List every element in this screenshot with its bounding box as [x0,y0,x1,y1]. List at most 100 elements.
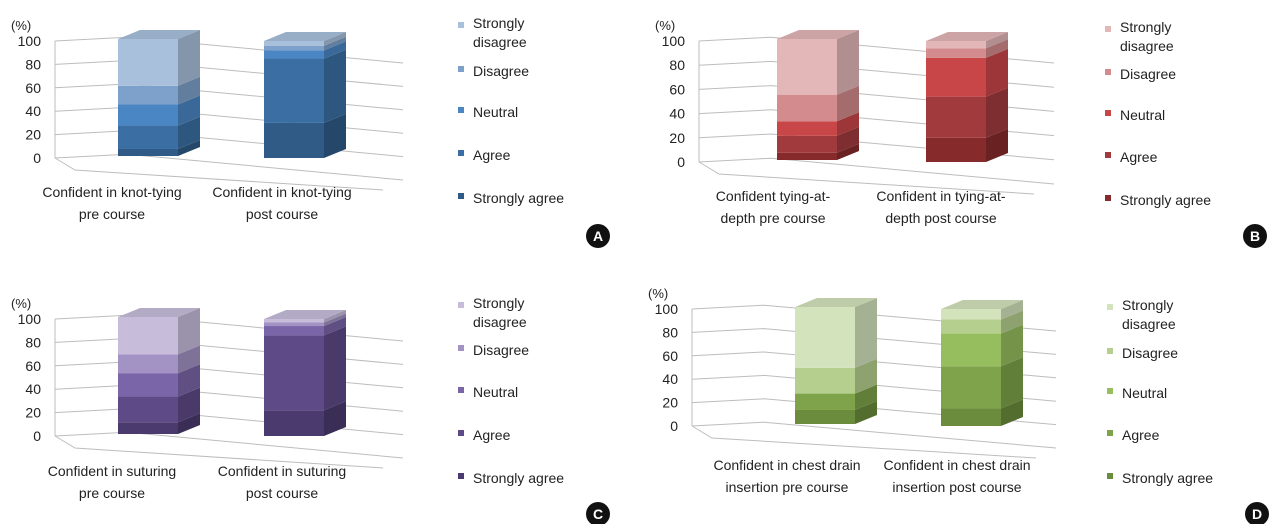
legend-label: Strongly [473,15,524,31]
y-tick-label: 20 [669,130,685,146]
bar-side-disagree [178,345,200,374]
y-tick-label: 20 [25,405,41,421]
legend-swatch [458,387,464,393]
legend-label: Strongly [1122,297,1173,313]
legend-swatch [1107,473,1113,479]
chart-panel-b: 0 20 40 60 80 100(%) Confident tying-at-depth … [655,18,1267,248]
y-tick-label: 40 [669,106,685,122]
bar-side-strongly-disagree [324,310,346,323]
bar-segment-strongly-agree [941,408,1001,426]
panel-letter: C [593,506,603,522]
legend-swatch [458,22,464,28]
y-tick-label: 20 [25,127,41,143]
legend-swatch [458,150,464,156]
legend-item: Neutral [1107,385,1167,401]
gridline [54,153,404,181]
y-tick-label: 100 [18,33,42,49]
y-tick-label: 60 [25,80,41,96]
x-category-label: Confident in knot-tying [42,184,181,200]
bar-side-strongly-disagree [837,30,859,95]
chart-panel-d: 0 20 40 60 80 100(%) Confident in chest drain i… [648,286,1269,524]
legend-item: Disagree [458,63,529,79]
y-tick-label: 60 [662,348,678,364]
bar-side-neutral [324,41,346,59]
legend-label: Disagree [1120,66,1176,82]
legend-label: Disagree [473,342,529,358]
y-axis-unit-label: (%) [655,18,675,33]
y-tick-label: 80 [25,56,41,72]
x-category-label: Confident in suturing [218,463,346,479]
legend-label: Strongly agree [1122,470,1213,486]
x-category-label: Confident in tying-at- [876,188,1006,204]
gridline [691,421,1057,449]
y-tick-label: 100 [18,311,42,327]
bar-segment-agree [264,58,324,123]
legend-item: Disagree [1105,66,1176,82]
legend-label: Neutral [1122,385,1167,401]
legend-item: Strongly disagree [458,15,527,50]
panel-letter-circle [1245,502,1269,524]
bar-side-strongly-disagree [178,30,200,86]
bar-segment-strongly-disagree [118,317,178,355]
legend-item: Agree [1107,427,1160,443]
bar-segment-strongly-agree [926,137,986,162]
legend-swatch [1105,110,1111,116]
chart-panel-c: 0 20 40 60 80 100(%) Confident in suturing pre … [11,295,610,524]
legend-item: Disagree [1107,345,1178,361]
bar-side-agree [986,87,1008,138]
bar-top-face [926,32,1008,41]
x-category-label: Confident in chest drain [883,457,1030,473]
bar-stack [941,300,1023,426]
bar-side-neutral [837,112,859,136]
y-tick-label: 80 [662,324,678,340]
legend-label: Agree [1120,149,1158,165]
floor-line [691,425,1037,459]
y-tick-label: 0 [33,428,41,444]
legend-swatch [458,107,464,113]
bar-side-strongly-disagree [855,298,877,368]
bar-side-agree [178,116,200,149]
y-tick-label: 100 [655,301,679,317]
bar-segment-strongly-agree [264,410,324,436]
bar-side-strongly-disagree [986,32,1008,49]
legend-item: Strongly disagree [1105,19,1174,54]
bar-segment-strongly-agree [118,148,178,156]
gridline [54,431,404,459]
legend-label: Disagree [473,63,529,79]
bar-stack [777,30,859,160]
panel-letter-circle [1243,224,1267,248]
bar-segment-strongly-disagree [264,319,324,323]
x-category-label: post course [246,485,319,501]
bar-segment-agree [926,96,986,138]
gridline [54,361,404,389]
panel-letter: B [1250,228,1260,244]
y-axis-unit-label: (%) [11,18,31,33]
bar-segment-disagree [118,85,178,105]
floor-line [54,157,384,191]
bar-segment-strongly-agree [795,409,855,424]
gridline [54,60,404,87]
y-tick-label: 80 [669,57,685,73]
y-tick-label: 60 [25,358,41,374]
panel-letter-circle [586,224,610,248]
x-category-label: pre course [79,485,145,501]
legend-item: Strongly agree [1107,470,1213,486]
legend-item: Neutral [1105,107,1165,123]
legend-label: Neutral [1120,107,1165,123]
bar-side-strongly-agree [855,401,877,424]
bar-stack [926,32,1008,162]
x-category-label: Confident in knot-tying [212,184,351,200]
legend-swatch [1105,26,1111,32]
bar-side-agree [324,49,346,123]
bar-side-disagree [1001,310,1023,334]
legend-swatch [458,473,464,479]
legend-swatch [458,193,464,199]
legend-label: Strongly [1120,19,1171,35]
gridline [54,408,404,436]
bar-segment-strongly-disagree [118,39,178,86]
legend-item: Agree [1105,149,1158,165]
y-axis-unit-label: (%) [11,296,31,311]
bar-side-neutral [178,95,200,126]
legend-swatch [458,345,464,351]
